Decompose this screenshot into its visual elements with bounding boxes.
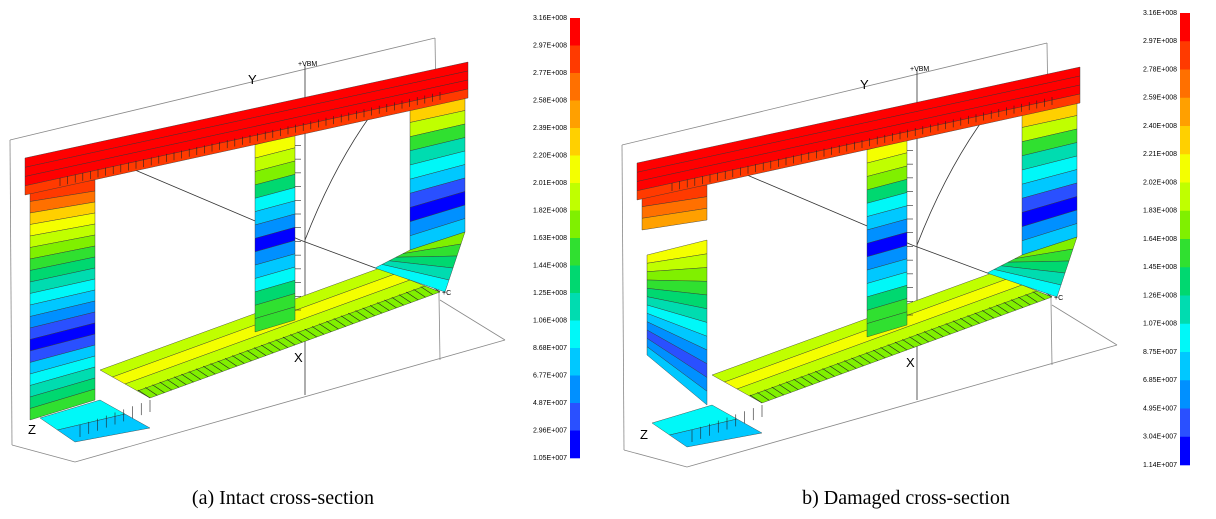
panel: Y X Z +VBM +C — [622, 43, 1117, 467]
colorbar-label: 2.97E+008 — [533, 42, 567, 49]
caption: (a) Intact cross-section — [192, 487, 374, 509]
axis-label: +C — [1054, 295, 1063, 302]
colorbar-band — [570, 403, 580, 431]
colorbar-band — [1180, 13, 1190, 42]
colorbar-label: 4.95E+007 — [1143, 405, 1177, 412]
frame-line — [10, 140, 12, 445]
colorbar-band — [1180, 380, 1190, 409]
colorbar-label: 1.82E+008 — [533, 207, 567, 214]
colorbar-label: 1.07E+008 — [1143, 321, 1177, 328]
colorbar-band — [1180, 98, 1190, 127]
colorbar-band — [1180, 183, 1190, 212]
axis-label: Y — [248, 72, 257, 87]
caption: b) Damaged cross-section — [802, 487, 1010, 509]
colorbar-label: 3.16E+008 — [1143, 10, 1177, 17]
colorbar-label: 2.01E+008 — [533, 180, 567, 187]
frame-line — [440, 300, 505, 340]
axis-label: +C — [442, 290, 451, 297]
colorbar-label: 4.87E+007 — [533, 400, 567, 407]
colorbar-band — [570, 238, 580, 266]
colorbar-band — [1180, 41, 1190, 70]
colorbar-label: 8.75E+007 — [1143, 349, 1177, 356]
colorbar-band — [1180, 239, 1190, 268]
contour-band — [637, 94, 1080, 200]
colorbar-label: 1.63E+008 — [533, 235, 567, 242]
colorbar-band — [570, 211, 580, 239]
colorbar-label: 2.96E+007 — [533, 427, 567, 434]
colorbar-band — [1180, 267, 1190, 296]
colorbar-band — [570, 376, 580, 404]
colorbar-label: 2.40E+008 — [1143, 123, 1177, 130]
colorbar-band — [570, 128, 580, 156]
axis-label: +VBM — [910, 66, 929, 73]
colorbar-label: 1.83E+008 — [1143, 208, 1177, 215]
colorbar-band — [570, 183, 580, 211]
colorbar-band — [570, 101, 580, 129]
contour-band — [637, 85, 1080, 191]
contour-band — [637, 67, 1080, 172]
colorbar-band — [570, 156, 580, 184]
colorbar-label: 1.14E+007 — [1143, 462, 1177, 469]
colorbar-band — [1180, 409, 1190, 438]
colorbar-band — [1180, 296, 1190, 325]
contour-band — [25, 89, 468, 195]
colorbar-label: 2.59E+008 — [1143, 95, 1177, 102]
contour-band — [25, 62, 468, 167]
colorbar-label: 1.45E+008 — [1143, 264, 1177, 271]
colorbar-label: 6.85E+007 — [1143, 377, 1177, 384]
axis-label: Y — [860, 77, 869, 92]
figure: (a) Intact cross-section b) Damaged cros… — [0, 0, 1216, 519]
colorbar-band — [1180, 211, 1190, 240]
colorbar-band — [570, 18, 580, 46]
axis-label: X — [906, 355, 915, 370]
panel: Y X Z +VBM +C — [10, 38, 505, 462]
contour-band — [637, 76, 1080, 182]
colorbar-band — [570, 321, 580, 349]
colorbar-label: 1.05E+007 — [533, 455, 567, 462]
colorbar-label: 2.58E+008 — [533, 97, 567, 104]
colorbar-label: 1.44E+008 — [533, 262, 567, 269]
axis-label: Z — [28, 422, 36, 437]
colorbar-band — [1180, 437, 1190, 466]
frame-line — [622, 145, 624, 450]
colorbar-band — [570, 46, 580, 74]
contour-band — [25, 71, 468, 177]
colorbar-label: 1.25E+008 — [533, 290, 567, 297]
colorbar-band — [1180, 126, 1190, 155]
colorbar-band — [1180, 154, 1190, 183]
colorbar-band — [1180, 352, 1190, 381]
contour-band — [25, 80, 468, 186]
axis-label: +VBM — [298, 61, 317, 68]
colorbar-label: 3.04E+007 — [1143, 434, 1177, 441]
frame-line — [1052, 305, 1117, 345]
colorbar-band — [570, 431, 580, 459]
colorbar-label: 2.20E+008 — [533, 152, 567, 159]
colorbar-label: 2.39E+008 — [533, 125, 567, 132]
colorbar-label: 1.26E+008 — [1143, 292, 1177, 299]
colorbar-label: 8.68E+007 — [533, 345, 567, 352]
frame-line — [624, 450, 687, 467]
axis-label: Z — [640, 427, 648, 442]
colorbar-label: 2.77E+008 — [533, 70, 567, 77]
colorbar-label: 2.78E+008 — [1143, 66, 1177, 73]
colorbar-label: 3.16E+008 — [533, 15, 567, 22]
colorbar-label: 2.21E+008 — [1143, 151, 1177, 158]
colorbar-label: 6.77E+007 — [533, 372, 567, 379]
colorbar-band — [1180, 70, 1190, 99]
colorbar-band — [570, 266, 580, 294]
frame-line — [12, 445, 75, 462]
colorbar-label: 2.02E+008 — [1143, 179, 1177, 186]
colorbar-label: 1.64E+008 — [1143, 236, 1177, 243]
colorbar-band — [570, 293, 580, 321]
colorbar-band — [1180, 324, 1190, 353]
colorbar-label: 1.06E+008 — [533, 317, 567, 324]
colorbar-band — [570, 73, 580, 101]
colorbar-label: 2.97E+008 — [1143, 38, 1177, 45]
axis-label: X — [294, 350, 303, 365]
colorbar-band — [570, 348, 580, 376]
